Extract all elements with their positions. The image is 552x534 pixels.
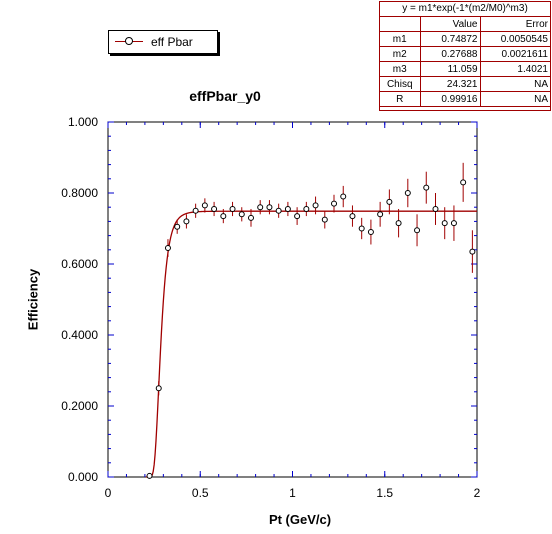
data-point xyxy=(238,211,245,218)
param-value: 11.059 xyxy=(419,61,481,77)
param-name: m1 xyxy=(380,31,421,47)
y-tick-label: 0.6000 xyxy=(61,257,98,271)
fit-table-row: m1 0.74872 0.0050545 xyxy=(380,31,550,47)
header-cell xyxy=(380,17,421,32)
data-point xyxy=(441,220,448,227)
fit-table-row: Chisq 24.321 NA xyxy=(380,76,550,92)
data-point xyxy=(349,213,356,220)
param-value: 0.74872 xyxy=(419,31,481,47)
param-error: 1.4021 xyxy=(479,61,550,77)
data-point xyxy=(275,207,282,214)
data-point xyxy=(155,385,162,392)
param-error: 0.0050545 xyxy=(479,31,550,47)
data-point xyxy=(423,184,430,191)
fit-table-row: m3 11.059 1.4021 xyxy=(380,61,550,77)
x-tick-label: 1.5 xyxy=(376,486,393,500)
param-name: m3 xyxy=(380,61,421,77)
param-value: 24.321 xyxy=(419,76,481,92)
data-point xyxy=(358,225,365,232)
fit-table-row: m2 0.27688 0.0021611 xyxy=(380,46,550,62)
data-point xyxy=(146,472,153,479)
data-point xyxy=(432,205,439,212)
x-tick-label: 1 xyxy=(289,486,296,500)
y-tick-label: 0.4000 xyxy=(61,328,98,342)
data-point xyxy=(257,204,264,211)
param-error: 0.0021611 xyxy=(479,46,550,62)
x-tick-label: 0.5 xyxy=(192,486,209,500)
fit-curve xyxy=(145,210,477,478)
data-point xyxy=(414,227,421,234)
fit-formula: y = m1*exp(-1*(m2/M0)^m3) xyxy=(380,2,550,17)
data-point xyxy=(164,245,171,252)
param-value: 0.27688 xyxy=(419,46,481,62)
param-name: Chisq xyxy=(380,76,421,92)
legend-label: eff Pbar xyxy=(151,35,193,49)
data-point xyxy=(395,220,402,227)
data-point xyxy=(247,214,254,221)
data-point xyxy=(266,204,273,211)
legend: eff Pbar xyxy=(108,30,218,54)
param-error: NA xyxy=(479,76,550,92)
data-point xyxy=(340,193,347,200)
data-point xyxy=(469,248,476,255)
fit-parameters-table: Value Error m1 0.74872 0.0050545 m2 0.27… xyxy=(380,17,550,107)
data-point xyxy=(294,213,301,220)
x-tick-label: 0 xyxy=(105,486,112,500)
data-point xyxy=(404,190,411,196)
data-point xyxy=(377,211,384,218)
y-axis-label: Efficiency xyxy=(25,268,41,331)
y-tick-label: 0.8000 xyxy=(61,186,98,200)
data-point xyxy=(331,200,338,207)
y-tick-label: 0.2000 xyxy=(61,399,98,413)
y-tick-label: 1.000 xyxy=(68,115,98,129)
data-point xyxy=(303,205,310,212)
data-point xyxy=(386,198,393,205)
data-point xyxy=(367,229,374,236)
param-value: 0.99916 xyxy=(419,91,481,107)
chart-title: effPbar_y0 xyxy=(189,88,261,104)
fit-parameters-box: y = m1*exp(-1*(m2/M0)^m3) Value Error m1… xyxy=(379,1,551,111)
param-error: NA xyxy=(479,91,550,107)
data-point xyxy=(174,223,181,230)
fit-table-header: Value Error xyxy=(380,17,550,32)
y-tick-label: 0.000 xyxy=(68,470,98,484)
param-name: m2 xyxy=(380,46,421,62)
x-tick-label: 2 xyxy=(474,486,481,500)
header-cell: Error xyxy=(479,17,550,32)
data-point xyxy=(460,179,467,186)
legend-marker-icon xyxy=(115,37,143,45)
data-point xyxy=(450,220,457,227)
data-point xyxy=(229,205,236,212)
data-point xyxy=(211,205,218,212)
data-point xyxy=(312,202,319,209)
x-axis-label: Pt (GeV/c) xyxy=(268,512,332,527)
data-point xyxy=(321,216,328,223)
data-point xyxy=(201,202,208,209)
data-point xyxy=(183,218,190,225)
header-cell: Value xyxy=(419,17,481,32)
data-point xyxy=(220,213,227,220)
param-name: R xyxy=(380,91,421,107)
data-point xyxy=(284,205,291,212)
data-point xyxy=(192,207,199,214)
fit-table-row: R 0.99916 NA xyxy=(380,91,550,107)
